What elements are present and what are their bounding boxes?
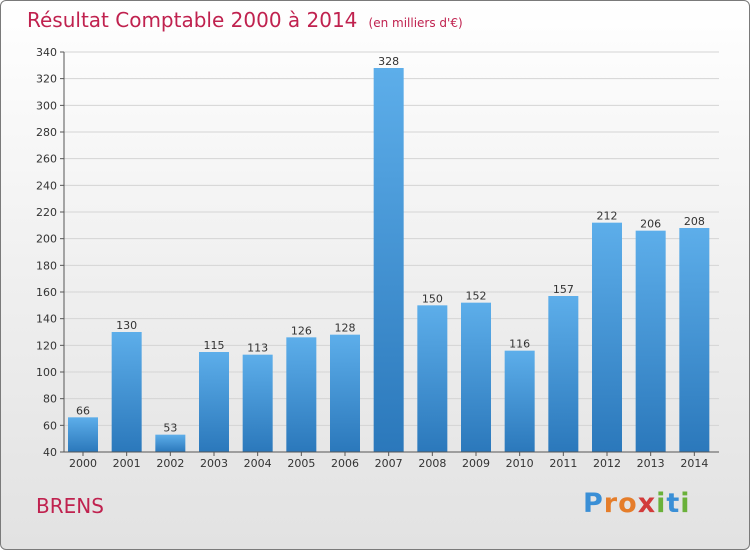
x-tick-label: 2013 — [637, 457, 665, 470]
bars: 66 130 53 115 113 126 128 328 150 152 116 157 212 206… — [68, 55, 710, 452]
bar-2010 — [504, 350, 535, 452]
logo-letter: x — [637, 488, 657, 519]
y-tick-label: 80 — [43, 393, 57, 406]
y-tick-label: 320 — [36, 73, 57, 86]
logo-letter: P — [583, 488, 604, 519]
chart-title: Résultat Comptable 2000 à 2014 (en milli… — [27, 8, 463, 32]
y-tick-label: 220 — [36, 206, 57, 219]
bar-2004 — [242, 354, 273, 452]
bar-2005 — [286, 337, 317, 452]
bar-2013 — [635, 230, 666, 452]
chart-title-text: Résultat Comptable 2000 à 2014 — [27, 8, 358, 32]
data-label: 157 — [553, 283, 574, 296]
data-label: 206 — [640, 218, 661, 231]
y-tick-label: 120 — [36, 339, 57, 352]
y-tick-label: 100 — [36, 366, 57, 379]
y-tick-label: 300 — [36, 99, 57, 112]
logo-letter: i — [656, 488, 667, 519]
data-label: 126 — [291, 324, 312, 337]
x-tick-label: 2003 — [200, 457, 228, 470]
x-tick-label: 2007 — [375, 457, 403, 470]
data-label: 208 — [684, 215, 705, 228]
data-label: 328 — [378, 55, 399, 68]
logo-letter: i — [680, 488, 691, 519]
bar-2009 — [461, 302, 491, 452]
y-tick-label: 40 — [43, 446, 57, 459]
x-tick-label: 2014 — [680, 457, 708, 470]
x-axis: 2000 2001 2002 2003 2004 2005 2006 2007 2008 2009… — [64, 451, 719, 470]
place-name: BRENS — [36, 494, 104, 518]
bar-2006 — [330, 334, 360, 452]
data-label: 113 — [247, 342, 268, 355]
bar-2011 — [548, 296, 579, 452]
y-tick-label: 280 — [36, 126, 57, 139]
x-tick-label: 2009 — [462, 457, 490, 470]
bar-2008 — [417, 305, 448, 452]
data-label: 128 — [335, 322, 356, 335]
x-tick-label: 2010 — [506, 457, 534, 470]
data-label: 116 — [509, 338, 530, 351]
data-label: 212 — [597, 210, 618, 223]
bar-2014 — [679, 228, 710, 452]
logo-letter: r — [603, 488, 619, 519]
bar-2002 — [155, 434, 186, 452]
bar-2000 — [68, 417, 98, 452]
logo-letter: t — [666, 488, 681, 519]
y-tick-label: 60 — [43, 419, 57, 432]
x-tick-label: 2011 — [549, 457, 577, 470]
bar-2001 — [111, 332, 142, 452]
y-tick-label: 200 — [36, 233, 57, 246]
chart-unit: (en milliers d'€) — [368, 16, 463, 30]
y-tick-label: 240 — [36, 179, 57, 192]
data-label: 150 — [422, 292, 443, 305]
data-label: 130 — [116, 319, 137, 332]
x-tick-label: 2002 — [156, 457, 184, 470]
x-tick-label: 2001 — [113, 457, 141, 470]
bar-2012 — [592, 222, 622, 452]
data-label: 66 — [76, 404, 90, 417]
x-tick-label: 2006 — [331, 457, 359, 470]
y-tick-label: 340 — [36, 46, 57, 59]
y-tick-label: 180 — [36, 259, 57, 272]
y-tick-label: 140 — [36, 313, 57, 326]
y-tick-label: 260 — [36, 153, 57, 166]
x-tick-label: 2000 — [69, 457, 97, 470]
x-tick-label: 2012 — [593, 457, 621, 470]
proxiti-logo: Proxiti — [583, 488, 691, 519]
x-tick-label: 2008 — [418, 457, 446, 470]
data-label: 53 — [163, 422, 177, 435]
x-tick-label: 2004 — [244, 457, 272, 470]
bar-2003 — [199, 352, 229, 452]
logo-letter: o — [618, 488, 638, 519]
bar-2007 — [373, 68, 404, 452]
y-axis: 40 60 80 100 120 140 160 180 200 220 240 260 280 300 3… — [36, 46, 65, 459]
y-tick-label: 160 — [36, 286, 57, 299]
x-tick-label: 2005 — [287, 457, 315, 470]
data-label: 152 — [466, 290, 487, 303]
data-label: 115 — [204, 339, 225, 352]
